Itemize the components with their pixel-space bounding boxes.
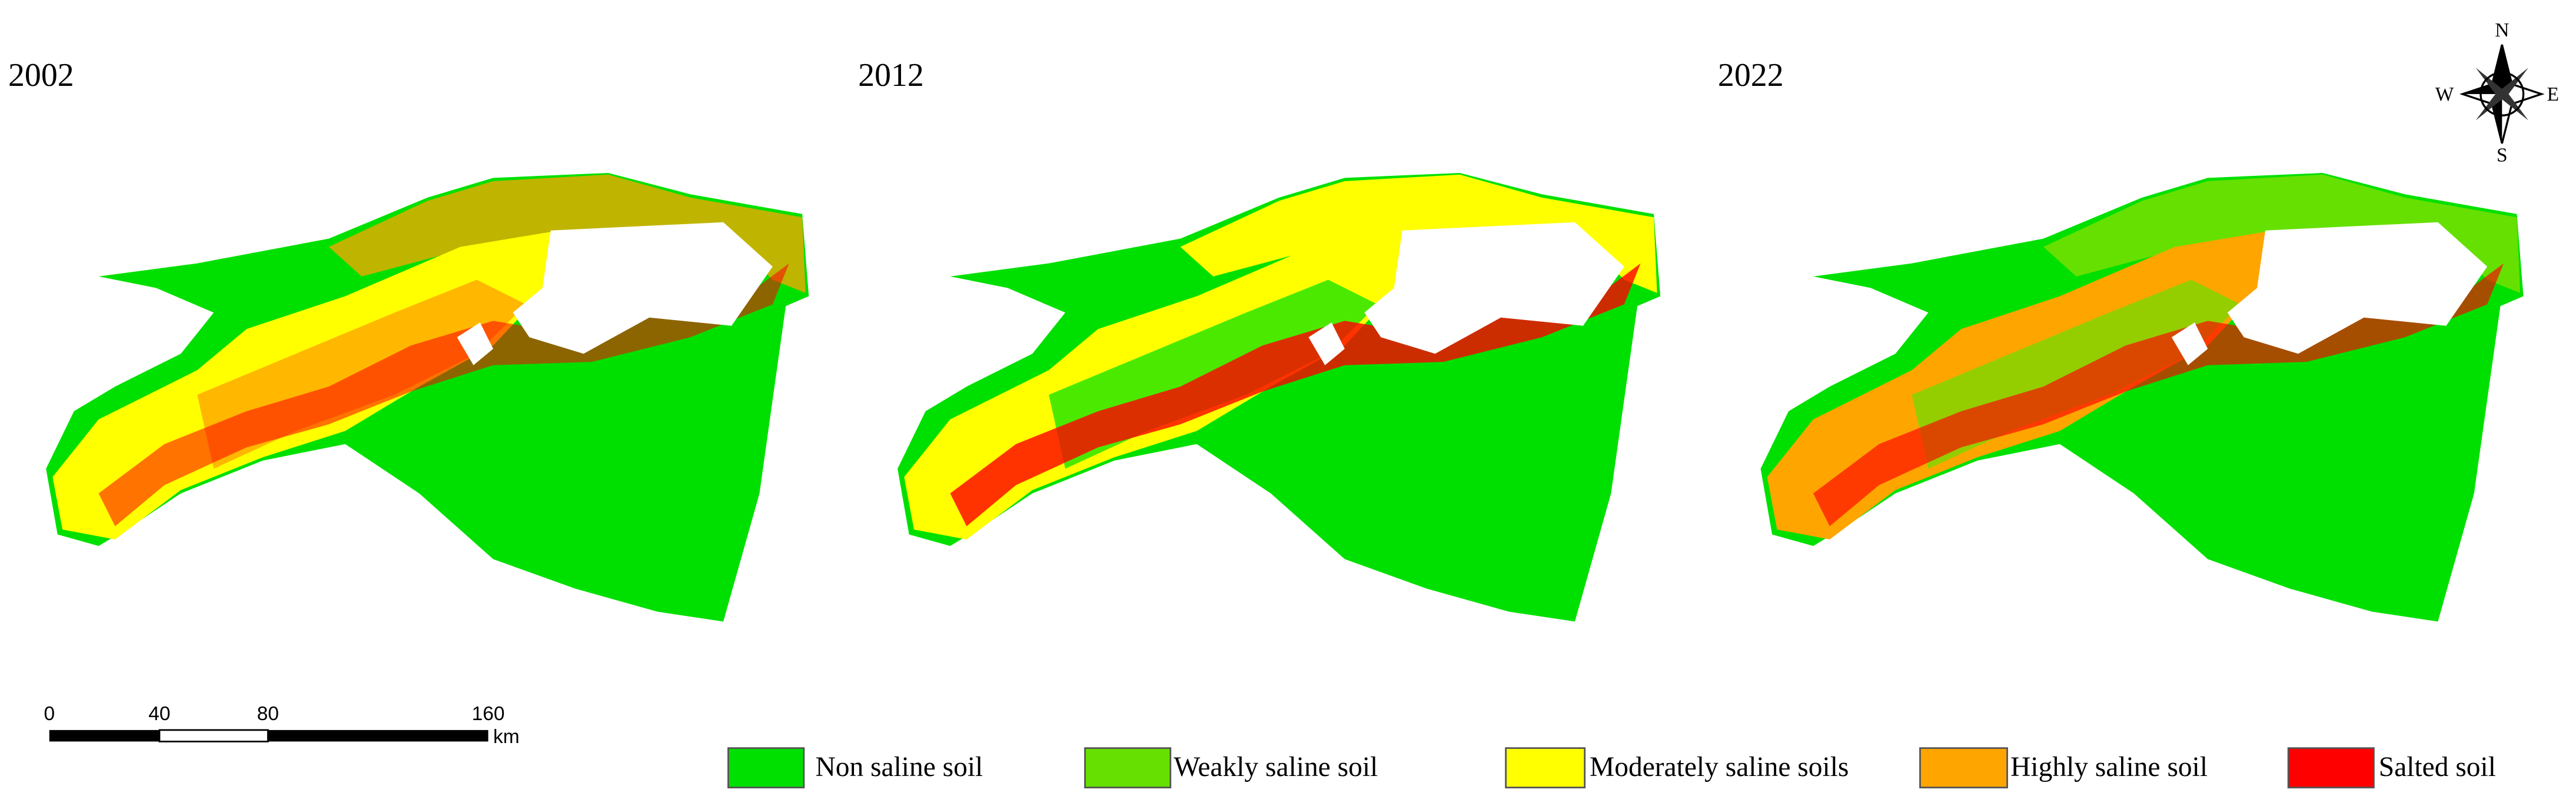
compass-n: N xyxy=(2495,19,2509,41)
legend-swatch xyxy=(1919,747,2008,789)
scale-label: 40 xyxy=(148,703,170,725)
compass-ring xyxy=(2479,71,2525,116)
scale-segment xyxy=(49,730,159,742)
compass-star xyxy=(2462,45,2512,144)
panel-2022: 2022 xyxy=(1718,57,2524,622)
panel-2012: 2012 xyxy=(858,57,1661,622)
panel-title: 2012 xyxy=(858,57,924,94)
compass: N E S W xyxy=(2435,19,2559,166)
panel-title: 2022 xyxy=(1718,57,1784,94)
map xyxy=(1760,172,2524,622)
scale-label: 160 xyxy=(472,703,505,725)
scale-label: 0 xyxy=(44,703,55,725)
compass-e: E xyxy=(2547,84,2559,105)
compass-s: S xyxy=(2497,144,2508,166)
scale-segment xyxy=(268,730,488,742)
panel-2002: 2002 xyxy=(8,57,809,622)
legend: Non saline soil Weakly saline soil Moder… xyxy=(727,747,2496,789)
legend-swatch xyxy=(2287,747,2375,789)
compass-w: W xyxy=(2435,84,2454,105)
legend-label: Non saline soil xyxy=(815,752,983,782)
panel-title: 2002 xyxy=(8,57,74,94)
scale-label: 80 xyxy=(257,703,279,725)
compass-star xyxy=(2475,68,2528,121)
legend-swatch xyxy=(1505,747,1586,789)
scale-segment xyxy=(158,729,269,742)
legend-swatch xyxy=(727,747,805,789)
legend-label: Highly saline soil xyxy=(2010,752,2208,782)
map xyxy=(46,172,809,622)
legend-label: Weakly saline soil xyxy=(1174,752,1378,782)
legend-swatch xyxy=(1084,747,1172,789)
scale-unit: km xyxy=(493,726,520,748)
legend-label: Salted soil xyxy=(2379,752,2496,782)
legend-label: Moderately saline soils xyxy=(1590,752,1849,782)
map xyxy=(898,172,1661,622)
scale-bar: 0 40 80 160 km xyxy=(44,703,519,748)
